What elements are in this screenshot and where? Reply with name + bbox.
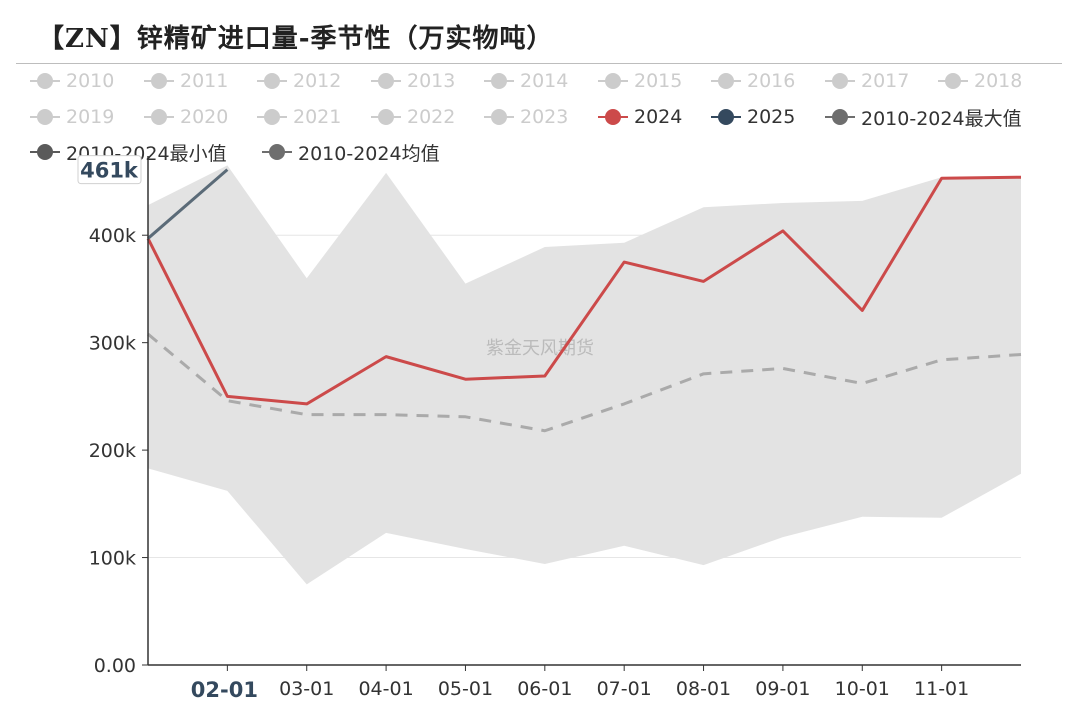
axes: 0.00 100k 200k 300k 400k 03-01 04-01 05-01 06-01…: [89, 156, 1021, 700]
line-circle-icon: [825, 73, 855, 89]
legend-item-2016[interactable]: 2016: [711, 68, 795, 94]
line-circle-icon: [262, 144, 292, 160]
legend-item-2011[interactable]: 2011: [144, 68, 228, 94]
y-tick-label: 0.00: [94, 655, 136, 677]
line-circle-icon: [938, 73, 968, 89]
legend-label: 2010-2024最大值: [861, 107, 1022, 130]
series-lines: [146, 168, 1022, 433]
line-circle-icon: [825, 109, 855, 125]
legend-item-2023[interactable]: 2023: [484, 104, 568, 130]
y-tick-label: 400k: [89, 225, 136, 247]
legend-item-2021[interactable]: 2021: [257, 104, 341, 130]
legend-item-2020[interactable]: 2020: [144, 104, 228, 130]
line-circle-icon: [711, 109, 741, 125]
watermark-text: 紫金天风期货: [486, 338, 594, 359]
legend-label: 2016: [747, 70, 796, 92]
line-circle-icon: [30, 144, 60, 160]
line-circle-icon: [144, 109, 174, 125]
x-tick-label: 03-01: [279, 678, 334, 700]
series-line-2024: [146, 175, 1022, 406]
line-circle-icon: [484, 73, 514, 89]
legend-item-2013[interactable]: 2013: [371, 68, 455, 94]
chart-title: 【ZN】锌精矿进口量-季节性（万实物吨）: [38, 24, 554, 54]
x-tick-label: 05-01: [438, 678, 493, 700]
legend-item-2017[interactable]: 2017: [825, 68, 909, 94]
line-circle-icon: [257, 109, 287, 125]
legend-label: 2013: [407, 70, 456, 92]
line-circle-icon: [598, 73, 628, 89]
legend-label: 2011: [180, 70, 229, 92]
line-circle-icon: [371, 73, 401, 89]
line-circle-icon: [711, 73, 741, 89]
legend-label: 2021: [293, 106, 342, 128]
legend-label: 2014: [520, 70, 569, 92]
line-circle-icon: [30, 73, 60, 89]
legend-label: 2024: [634, 106, 683, 128]
y-pointer-label: 461k: [80, 159, 139, 183]
legend-label: 2019: [66, 106, 115, 128]
legend-item-2015[interactable]: 2015: [598, 68, 682, 94]
line-circle-icon: [371, 109, 401, 125]
legend-label: 2023: [520, 106, 569, 128]
line-circle-icon: [598, 109, 628, 125]
x-pointer-label: 02-01: [191, 678, 258, 702]
series-line-2025: [147, 168, 229, 240]
legend-label: 2022: [407, 106, 456, 128]
x-tick-label: 08-01: [676, 678, 731, 700]
legend-label: 2018: [974, 70, 1023, 92]
legend-label: 2012: [293, 70, 342, 92]
y-tick-label: 200k: [89, 440, 136, 462]
x-tick-label: 10-01: [835, 678, 890, 700]
legend-item-2010[interactable]: 2010: [30, 68, 114, 94]
title-divider: [16, 63, 1062, 64]
value-tag: 02-01 461k: [77, 155, 270, 705]
min-max-area: [148, 165, 1021, 585]
legend-item-2018[interactable]: 2018: [938, 68, 1022, 94]
x-tick-label: 06-01: [517, 678, 572, 700]
line-circle-icon: [144, 73, 174, 89]
legend-label: 2010: [66, 70, 115, 92]
legend-item-2010-2024最大值[interactable]: 2010-2024最大值: [825, 104, 1022, 130]
x-tick-label: 07-01: [597, 678, 652, 700]
line-circle-icon: [30, 109, 60, 125]
legend-label: 2010-2024均值: [298, 142, 440, 165]
line-circle-icon: [484, 109, 514, 125]
legend-label: 2015: [634, 70, 683, 92]
min-max-band: [148, 165, 1021, 585]
series-line-avg: [147, 332, 1022, 433]
legend-item-2024[interactable]: 2024: [598, 104, 682, 130]
legend-item-2019[interactable]: 2019: [30, 104, 114, 130]
line-circle-icon: [257, 73, 287, 89]
legend-item-2014[interactable]: 2014: [484, 68, 568, 94]
x-pointer-bg: [185, 673, 270, 705]
x-tick-label: 11-01: [914, 678, 969, 700]
legend-label: 2020: [180, 106, 229, 128]
legend-label: 2017: [861, 70, 910, 92]
y-tick-label: 300k: [89, 333, 136, 355]
legend-item-2010-2024均值[interactable]: 2010-2024均值: [262, 139, 440, 165]
x-tick-label: 09-01: [755, 678, 810, 700]
legend-item-2025[interactable]: 2025: [711, 104, 795, 130]
legend-item-2012[interactable]: 2012: [257, 68, 341, 94]
legend-item-2022[interactable]: 2022: [371, 104, 455, 130]
y-tick-label: 100k: [89, 548, 136, 570]
x-tick-label: 04-01: [358, 678, 413, 700]
y-pointer-box: [77, 155, 142, 185]
legend-label: 2025: [747, 106, 796, 128]
